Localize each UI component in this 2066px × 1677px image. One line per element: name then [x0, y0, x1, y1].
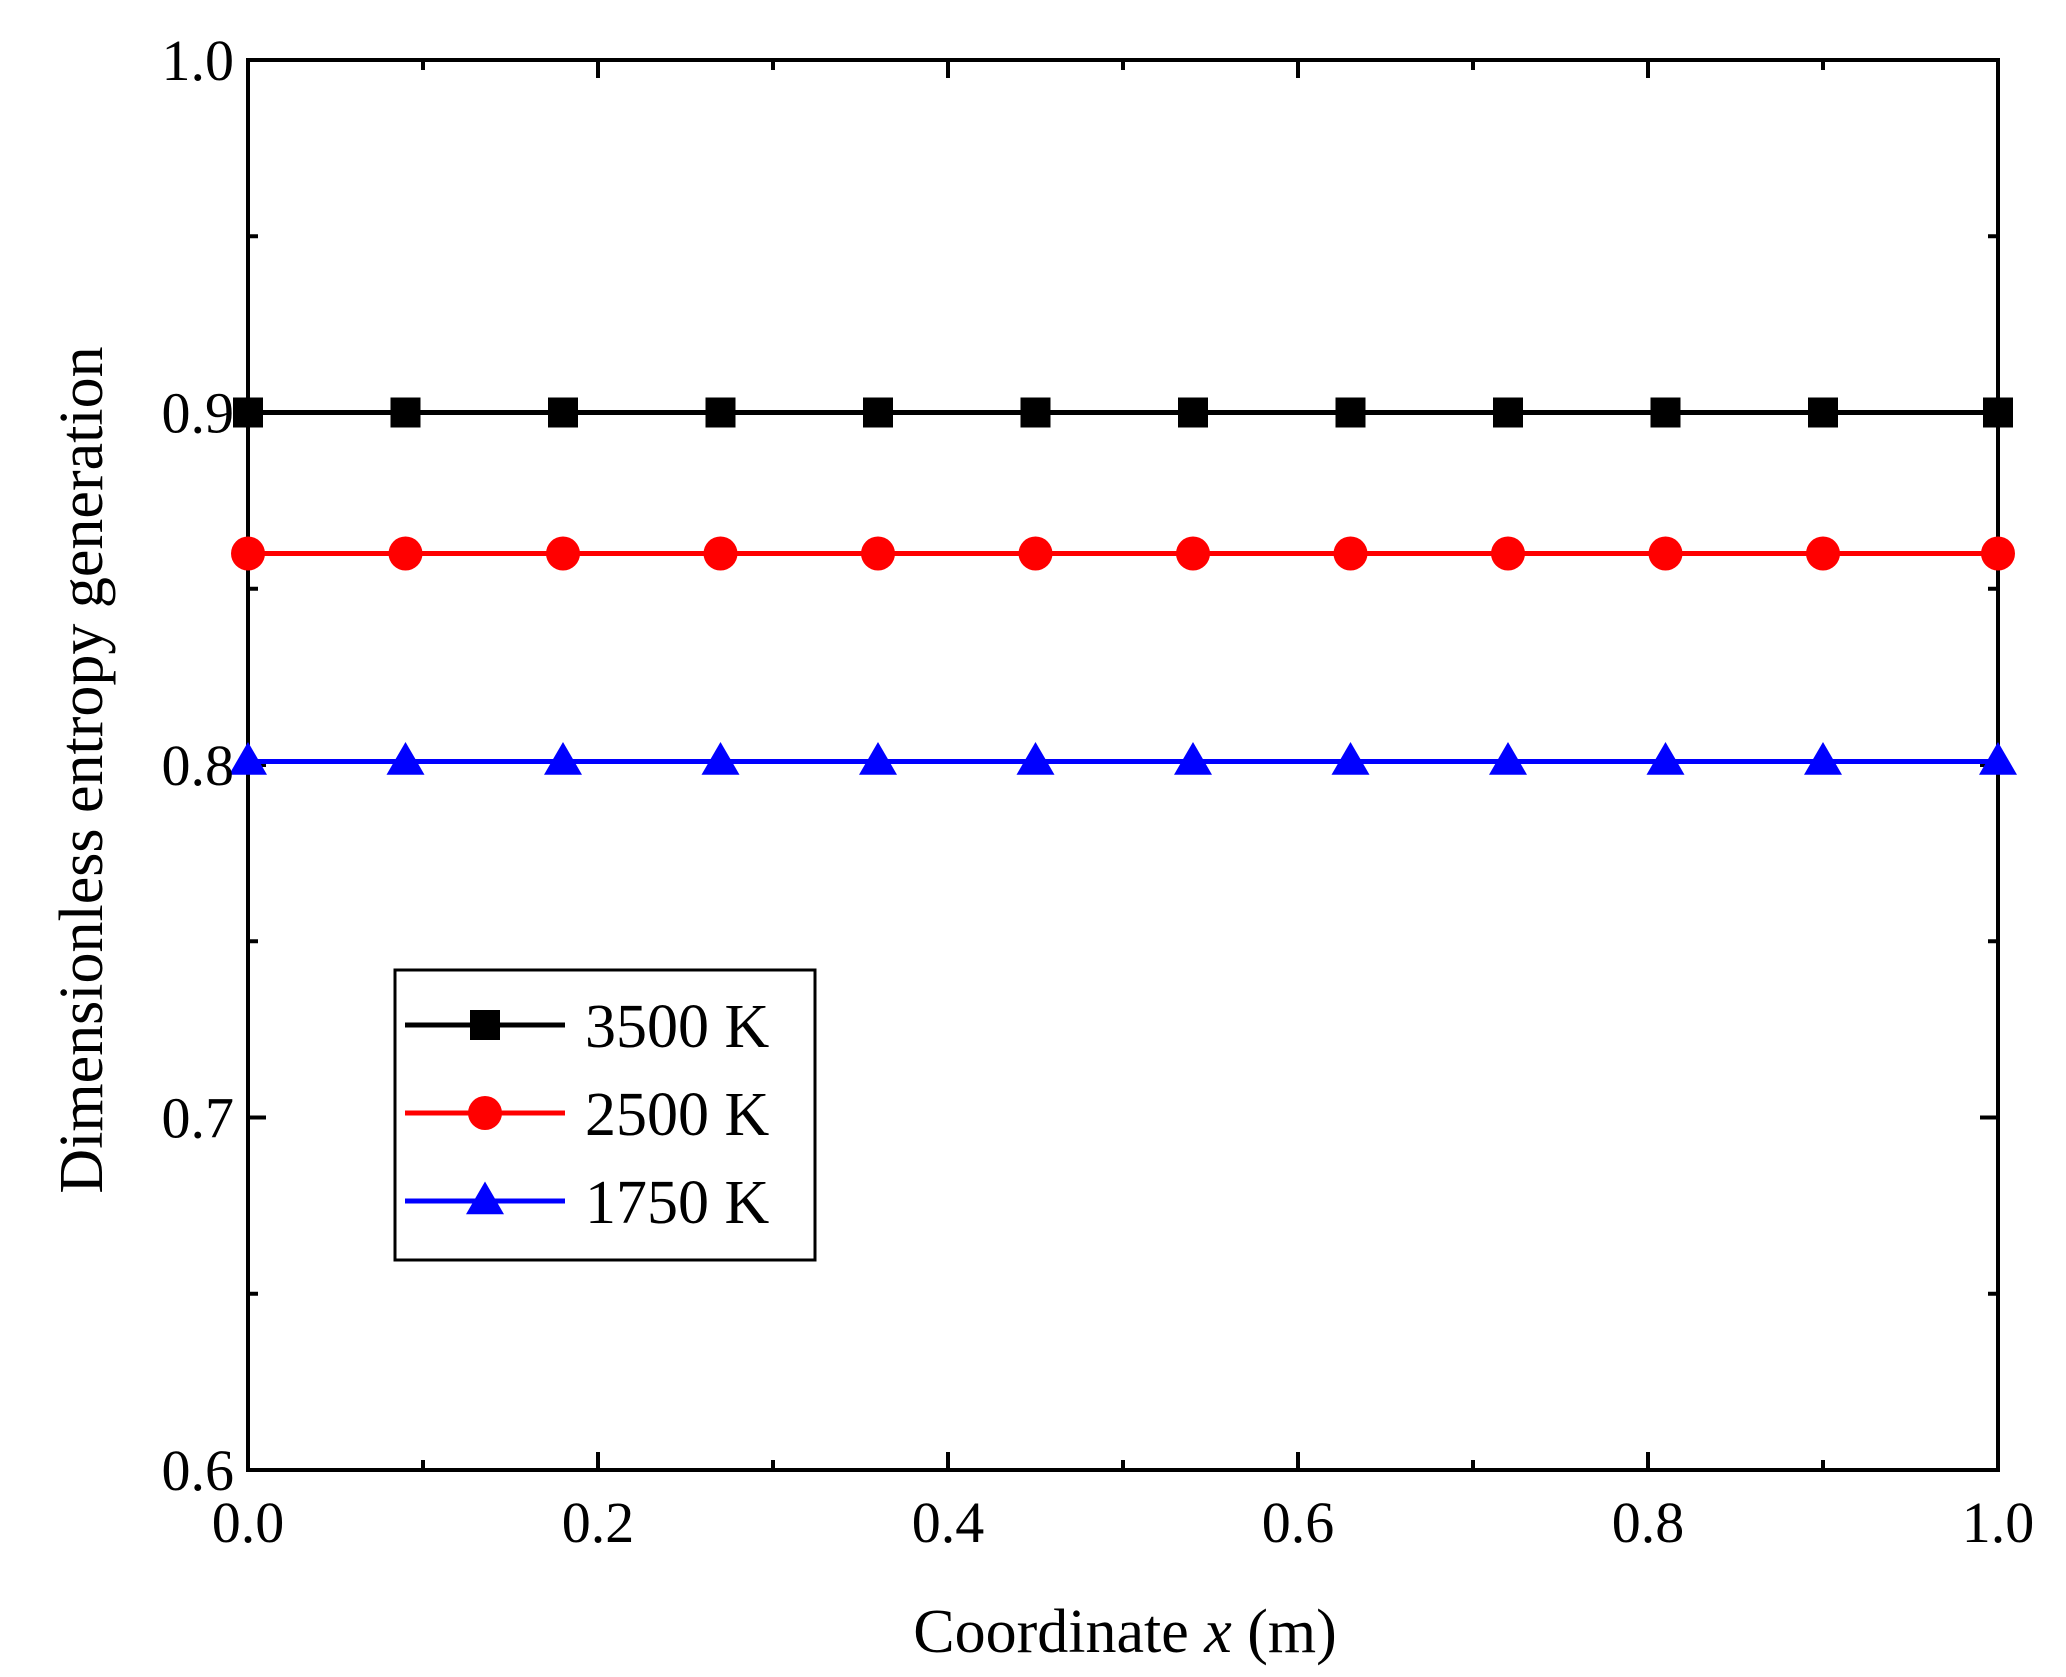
data-point: [1020, 397, 1051, 428]
data-point: [1333, 536, 1368, 571]
data-point: [1983, 397, 2013, 428]
legend-label: 2500 K: [585, 1081, 770, 1149]
y-axis-title: Dimensionless entropy generation: [48, 346, 116, 1193]
x-axis-title: Coordinate x (m): [913, 1598, 1337, 1666]
data-point: [544, 741, 582, 775]
data-point: [1493, 397, 1523, 428]
x-tick-label: 1.0: [1962, 1490, 2035, 1555]
legend-label: 1750 K: [585, 1169, 770, 1237]
legend-marker: [466, 1181, 504, 1215]
series-group: [229, 397, 2017, 775]
data-point: [863, 397, 893, 428]
data-point: [386, 741, 425, 775]
data-point: [388, 536, 423, 571]
data-point: [859, 741, 897, 775]
data-point: [1331, 741, 1370, 775]
series-3500-k: [233, 397, 2013, 428]
x-axis-title-variable: x: [1203, 1598, 1232, 1666]
x-tick-label: 0.2: [562, 1490, 635, 1555]
tick-labels: 0.0 0.2 0.4 0.6 0.8 1.0 0.6 0.7 0.8 0.9 1.0: [162, 28, 2035, 1555]
legend: 3500 K 2500 K 1750 K: [393, 968, 817, 1262]
y-tick-label: 0.7: [162, 1086, 235, 1151]
data-point: [1646, 741, 1685, 775]
x-tick-label: 0.8: [1612, 1490, 1685, 1555]
data-point: [1176, 536, 1210, 571]
legend-item: 2500 K: [405, 1081, 770, 1149]
data-point: [1804, 741, 1842, 775]
axis-ticks: [246, 58, 2000, 1472]
data-point: [1335, 397, 1366, 428]
data-point: [861, 536, 895, 571]
data-point: [703, 536, 738, 571]
x-tick-label: 0.4: [912, 1490, 985, 1555]
legend-label: 3500 K: [585, 993, 770, 1061]
data-point: [233, 397, 263, 428]
data-point: [1018, 536, 1053, 571]
data-point: [1016, 741, 1055, 775]
legend-item: 3500 K: [405, 993, 770, 1061]
data-point: [1979, 741, 2017, 775]
data-point: [229, 741, 267, 775]
series-2500-k: [231, 536, 2015, 571]
data-point: [1489, 741, 1527, 775]
legend-item: 1750 K: [405, 1169, 770, 1237]
y-tick-label: 1.0: [162, 28, 235, 93]
data-point: [1648, 536, 1683, 571]
data-point: [1808, 397, 1838, 428]
data-point: [390, 397, 421, 428]
data-point: [1806, 536, 1840, 571]
x-axis-title-suffix: (m): [1232, 1598, 1337, 1666]
data-point: [1174, 741, 1212, 775]
series-1750-k: [229, 741, 2017, 775]
legend-marker: [468, 1096, 502, 1130]
y-tick-label: 0.8: [162, 733, 235, 798]
data-point: [701, 741, 740, 775]
data-point: [546, 536, 580, 571]
data-point: [1491, 536, 1525, 571]
data-point: [548, 397, 578, 428]
y-tick-label: 0.6: [162, 1438, 235, 1503]
x-axis-title-prefix: Coordinate: [913, 1598, 1204, 1666]
x-tick-label: 0.0: [212, 1490, 285, 1555]
data-point: [1981, 536, 2015, 571]
x-tick-label: 0.6: [1262, 1490, 1335, 1555]
y-tick-label: 0.9: [162, 381, 235, 446]
data-point: [705, 397, 736, 428]
legend-marker: [470, 1010, 500, 1040]
data-point: [1178, 397, 1208, 428]
data-point: [1650, 397, 1681, 428]
data-point: [231, 536, 265, 571]
